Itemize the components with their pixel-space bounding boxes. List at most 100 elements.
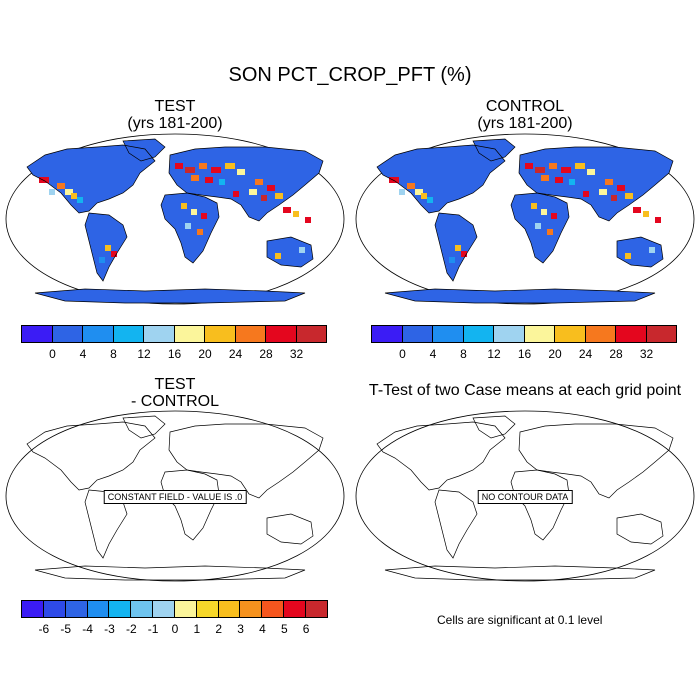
coastline-australia (616, 236, 664, 268)
crop-cell (531, 203, 537, 209)
control-colorbar (371, 325, 677, 343)
colorbar-tick-label: -6 (38, 622, 50, 636)
ttest-panel-title: T-Test of two Case means at each grid po… (350, 382, 700, 399)
colorbar-tick-label: 2 (215, 622, 223, 636)
crop-cell (655, 217, 661, 223)
test-subtitle: (yrs 181-200) (127, 115, 223, 132)
landmass-antarctica (35, 289, 305, 303)
colorbar-swatch (130, 600, 154, 618)
coastline-antarctica (34, 288, 306, 304)
colorbar-swatch (82, 325, 114, 343)
crop-cell (99, 257, 105, 263)
colorbar-swatch (645, 325, 677, 343)
control-title: CONTROL (485, 98, 565, 115)
colorbar-swatch (239, 600, 263, 618)
crop-cell (185, 167, 195, 173)
coastline-africa (160, 192, 220, 264)
constant-field-notice: CONSTANT FIELD - VALUE IS .0 (103, 490, 247, 504)
coastline-australia (266, 236, 314, 268)
crop-cell (535, 223, 541, 229)
crop-cell (575, 163, 585, 169)
crop-cell (293, 211, 299, 217)
colorbar-tick-label: 4 (79, 347, 87, 361)
diff-title: TEST (154, 376, 196, 393)
landmass-europeAsia (168, 423, 324, 499)
colorbar-tick-label: 12 (487, 347, 501, 361)
landmass-greenland (472, 415, 516, 439)
colorbar-tick-label: -1 (147, 622, 159, 636)
landmass-greenland (123, 139, 165, 161)
crop-cell (191, 175, 199, 181)
crop-cell (267, 185, 275, 191)
landmass-northAmerica (377, 145, 505, 213)
crop-cell (197, 229, 203, 235)
colorbar-swatch (523, 325, 555, 343)
crop-cell (535, 167, 545, 173)
crop-cell (541, 209, 547, 215)
colorbar-swatch (108, 600, 132, 618)
landmass-northAmerica (376, 421, 506, 491)
colorbar-tick-label: 32 (639, 347, 654, 361)
coastline-europeAsia (518, 146, 674, 222)
colorbar-swatch (173, 325, 205, 343)
colorbar-tick-label: 6 (302, 622, 310, 636)
landmass-greenland (122, 415, 166, 439)
colorbar-tick-label: 20 (198, 347, 212, 361)
crop-cell (111, 251, 117, 257)
crop-cell (185, 223, 191, 229)
ttest-title: T-Test of two Case means at each grid po… (368, 382, 682, 399)
crop-cell (555, 177, 563, 183)
crop-cell (255, 179, 263, 185)
crop-cell (541, 175, 549, 181)
colorbar-tick-label: 24 (228, 347, 243, 361)
colorbar-swatch (371, 325, 403, 343)
colorbar-swatch (204, 325, 236, 343)
colorbar-tick-label: 20 (548, 347, 562, 361)
colorbar-swatch (51, 325, 83, 343)
colorbar-swatch (584, 325, 616, 343)
test-panel-title: TEST (yrs 181-200) (40, 98, 310, 132)
coastline-northAmerica (26, 144, 156, 214)
colorbar-swatch (615, 325, 647, 343)
coastline-southAmerica (434, 212, 478, 282)
crop-cell (261, 195, 267, 201)
coastline-greenland (122, 138, 166, 162)
landmass-australia (267, 237, 313, 267)
control-map (355, 133, 695, 305)
crop-cell (305, 217, 311, 223)
landmass-europeAsia (519, 147, 673, 221)
crop-cell (415, 189, 423, 195)
crop-cell (525, 163, 533, 169)
colorbar-tick-label: 24 (578, 347, 593, 361)
landmass-australia (266, 513, 314, 545)
crop-cell (57, 183, 65, 189)
control-panel-title: CONTROL (yrs 181-200) (390, 98, 660, 132)
landmass-greenland (473, 139, 515, 161)
crop-cell (561, 167, 571, 173)
crop-cell (249, 189, 257, 195)
colorbar-swatch (152, 600, 175, 618)
colorbar-tick-label: -5 (60, 622, 72, 636)
crop-cell (389, 177, 399, 183)
colorbar-swatch (217, 600, 241, 618)
test-colorbar (21, 325, 327, 343)
crop-cell (275, 193, 283, 199)
colorbar-tick-label: 12 (137, 347, 151, 361)
test-map (5, 133, 345, 305)
crop-cell (617, 185, 625, 191)
crop-cell (65, 189, 73, 195)
crop-cell (407, 183, 415, 189)
colorbar-tick-label: 28 (259, 347, 273, 361)
control-subtitle: (yrs 181-200) (477, 115, 573, 132)
crop-cell (283, 207, 291, 213)
colorbar-swatch (554, 325, 586, 343)
coastline-europeAsia (168, 146, 324, 222)
diff-colorbar (21, 600, 328, 618)
colorbar-swatch (21, 600, 44, 618)
crop-cell (611, 195, 617, 201)
colorbar-swatch (86, 600, 110, 618)
colorbar-swatch (283, 600, 306, 618)
colorbar-swatch (195, 600, 219, 618)
landmass-northAmerica (27, 145, 155, 213)
crop-cell (583, 191, 589, 197)
